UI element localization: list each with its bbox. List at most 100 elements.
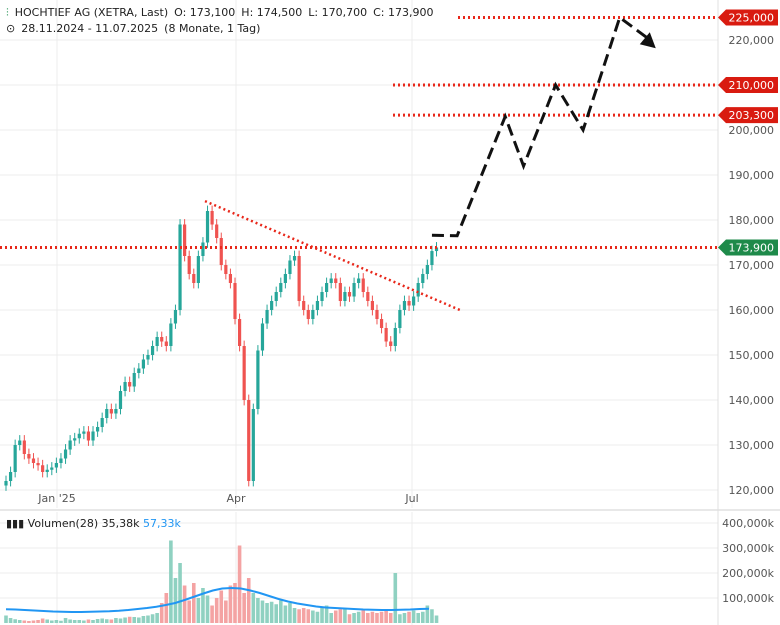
- chart-header: ⫶ HOCHTIEF AG (XETRA, Last) O: 173,100 H: 1…: [6, 6, 439, 20]
- volume-bar: [210, 605, 214, 623]
- volume-tick-label: 300,000k: [722, 542, 774, 555]
- candle-body: [132, 373, 136, 387]
- candle-body: [370, 301, 374, 310]
- volume-bar: [77, 620, 82, 623]
- volume-bar: [114, 618, 118, 623]
- candle-body: [41, 465, 45, 472]
- y-tick-label: 140,000: [729, 394, 775, 407]
- volume-bars-icon: ▮▮▮: [6, 517, 25, 530]
- volume-bar: [86, 619, 91, 623]
- candle-body: [320, 292, 324, 301]
- y-tick-label: 220,000: [729, 34, 775, 47]
- volume-bar: [164, 593, 169, 623]
- x-tick-label: Jul: [404, 492, 418, 505]
- volume-bar: [338, 609, 343, 623]
- candle-body: [68, 440, 72, 450]
- volume-bar: [324, 605, 329, 623]
- y-tick-label: 130,000: [729, 439, 775, 452]
- date-range-header: ⊙ 28.11.2024 - 11.07.2025 (8 Monate, 1 Tag…: [6, 22, 266, 35]
- candle-body: [375, 310, 379, 319]
- volume-label: Volumen(28): [27, 517, 99, 530]
- volume-bar: [384, 610, 388, 623]
- volume-bar: [31, 620, 36, 623]
- candle-body: [260, 323, 265, 351]
- candle-body: [13, 445, 17, 472]
- candle-body: [292, 256, 297, 261]
- candle-body: [36, 463, 40, 466]
- candle-body: [219, 238, 223, 265]
- price-level-tag: [718, 239, 778, 256]
- candle-body: [430, 251, 434, 265]
- volume-bar: [146, 615, 150, 623]
- volume-bar: [375, 613, 379, 623]
- volume-bar: [205, 595, 210, 623]
- volume-bar: [242, 593, 246, 623]
- candle-body: [118, 391, 123, 409]
- clock-icon: ⊙: [6, 22, 16, 35]
- volume-bar: [36, 620, 40, 623]
- candle-body: [183, 224, 187, 256]
- volume-bar: [228, 585, 233, 623]
- volume-bar: [420, 611, 425, 623]
- volume-bar: [434, 615, 439, 623]
- candle-body: [270, 301, 274, 310]
- volume-bar: [279, 600, 283, 623]
- candle-body: [54, 463, 58, 468]
- volume-tick-label: 400,000k: [722, 517, 774, 530]
- volume-bar: [182, 585, 187, 623]
- volume-bar: [196, 598, 201, 623]
- volume-bar: [402, 613, 407, 623]
- volume-bar: [260, 600, 265, 623]
- volume-bar: [123, 617, 127, 623]
- candle-body: [141, 359, 145, 369]
- volume-bar: [347, 614, 352, 623]
- y-tick-label: 190,000: [729, 169, 775, 182]
- candle-body: [224, 265, 228, 274]
- price-level-label: 210,000: [729, 79, 775, 92]
- candle-body: [343, 292, 347, 301]
- volume-bar: [343, 608, 347, 623]
- volume-bar: [169, 540, 173, 623]
- volume-bar: [333, 610, 338, 623]
- candle-body: [325, 283, 329, 292]
- candle-body: [73, 438, 77, 441]
- candle-body: [421, 274, 425, 283]
- candle-body: [109, 409, 113, 414]
- volume-bar: [100, 618, 104, 623]
- volume-bar: [288, 603, 292, 623]
- resistance-trendline: [204, 199, 463, 313]
- candle-body: [242, 346, 246, 400]
- volume-bar: [283, 605, 288, 623]
- volume-bar: [311, 610, 315, 623]
- volume-ma-line: [5, 586, 430, 613]
- volume-bar: [398, 614, 402, 623]
- price-level-tag: [718, 77, 778, 93]
- period-label: (8 Monate, 1 Tag): [164, 22, 261, 35]
- candle-body: [178, 224, 182, 310]
- y-tick-label: 170,000: [729, 259, 775, 272]
- candle-body: [306, 310, 310, 319]
- candle-body: [297, 256, 301, 301]
- volume-bar: [370, 611, 375, 623]
- volume-bar: [132, 617, 137, 623]
- volume-bar: [159, 603, 164, 623]
- candle-body: [366, 292, 370, 301]
- candle-body: [169, 323, 173, 346]
- volume-bar: [388, 613, 393, 623]
- volume-bar: [137, 617, 141, 623]
- price-level-tag: [718, 9, 778, 26]
- candle-body: [233, 283, 237, 319]
- volume-bar: [265, 603, 269, 623]
- volume-bar: [219, 590, 224, 623]
- candle-body: [329, 278, 333, 283]
- volume-bar: [191, 583, 196, 623]
- price-level-label: 173,900: [729, 241, 775, 254]
- volume-bar: [59, 620, 63, 623]
- volume-bar: [4, 615, 8, 623]
- volume-bar: [13, 619, 17, 623]
- y-tick-label: 150,000: [729, 349, 775, 362]
- volume-bar: [430, 609, 434, 623]
- candle-body: [96, 427, 100, 432]
- volume-bar: [173, 578, 178, 623]
- candle-body: [164, 341, 168, 346]
